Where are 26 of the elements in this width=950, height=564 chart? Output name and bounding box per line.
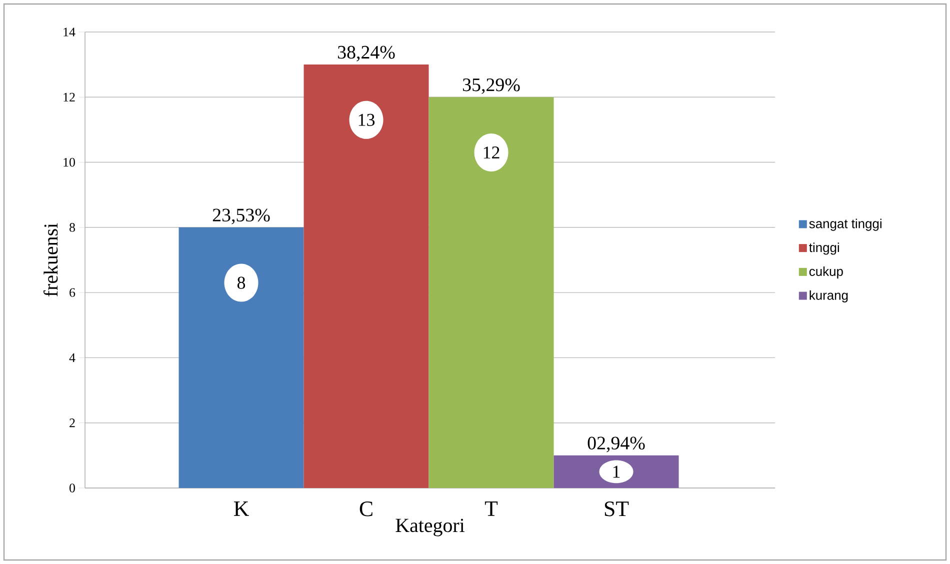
annotation: 02,94% (588, 436, 645, 452)
data-label: 12 (484, 146, 500, 158)
x-tick-label: ST (604, 502, 629, 516)
x-axis-title: Kategori (396, 518, 464, 536)
annotation: 38,24% (338, 46, 395, 62)
data-label: 13 (358, 114, 375, 126)
x-tick-label: C (360, 502, 372, 516)
annotation: 23,53% (212, 208, 270, 224)
y-tick-label: 4 (69, 353, 76, 362)
y-tick-label: 14 (64, 28, 76, 36)
y-tick-label: 6 (70, 288, 76, 297)
x-tick-label: K (234, 501, 249, 516)
y-axis-title: frekuensi (43, 223, 58, 296)
y-tick-label: 2 (70, 418, 75, 428)
legend-label: tinggi (809, 242, 839, 255)
y-tick-label: 10 (64, 158, 75, 167)
y-tick-label: 12 (64, 92, 75, 102)
annotation: 35,29% (462, 78, 520, 94)
data-label: 8 (237, 276, 246, 289)
y-tick-label: 8 (70, 223, 75, 232)
y-tick-label: 0 (70, 484, 75, 492)
legend-label: kurang (810, 290, 848, 302)
data-label: 1 (613, 466, 620, 478)
x-tick-label: T (484, 501, 498, 516)
legend-label: cukup (809, 266, 843, 279)
legend-label: sangat tinggi (809, 218, 882, 231)
